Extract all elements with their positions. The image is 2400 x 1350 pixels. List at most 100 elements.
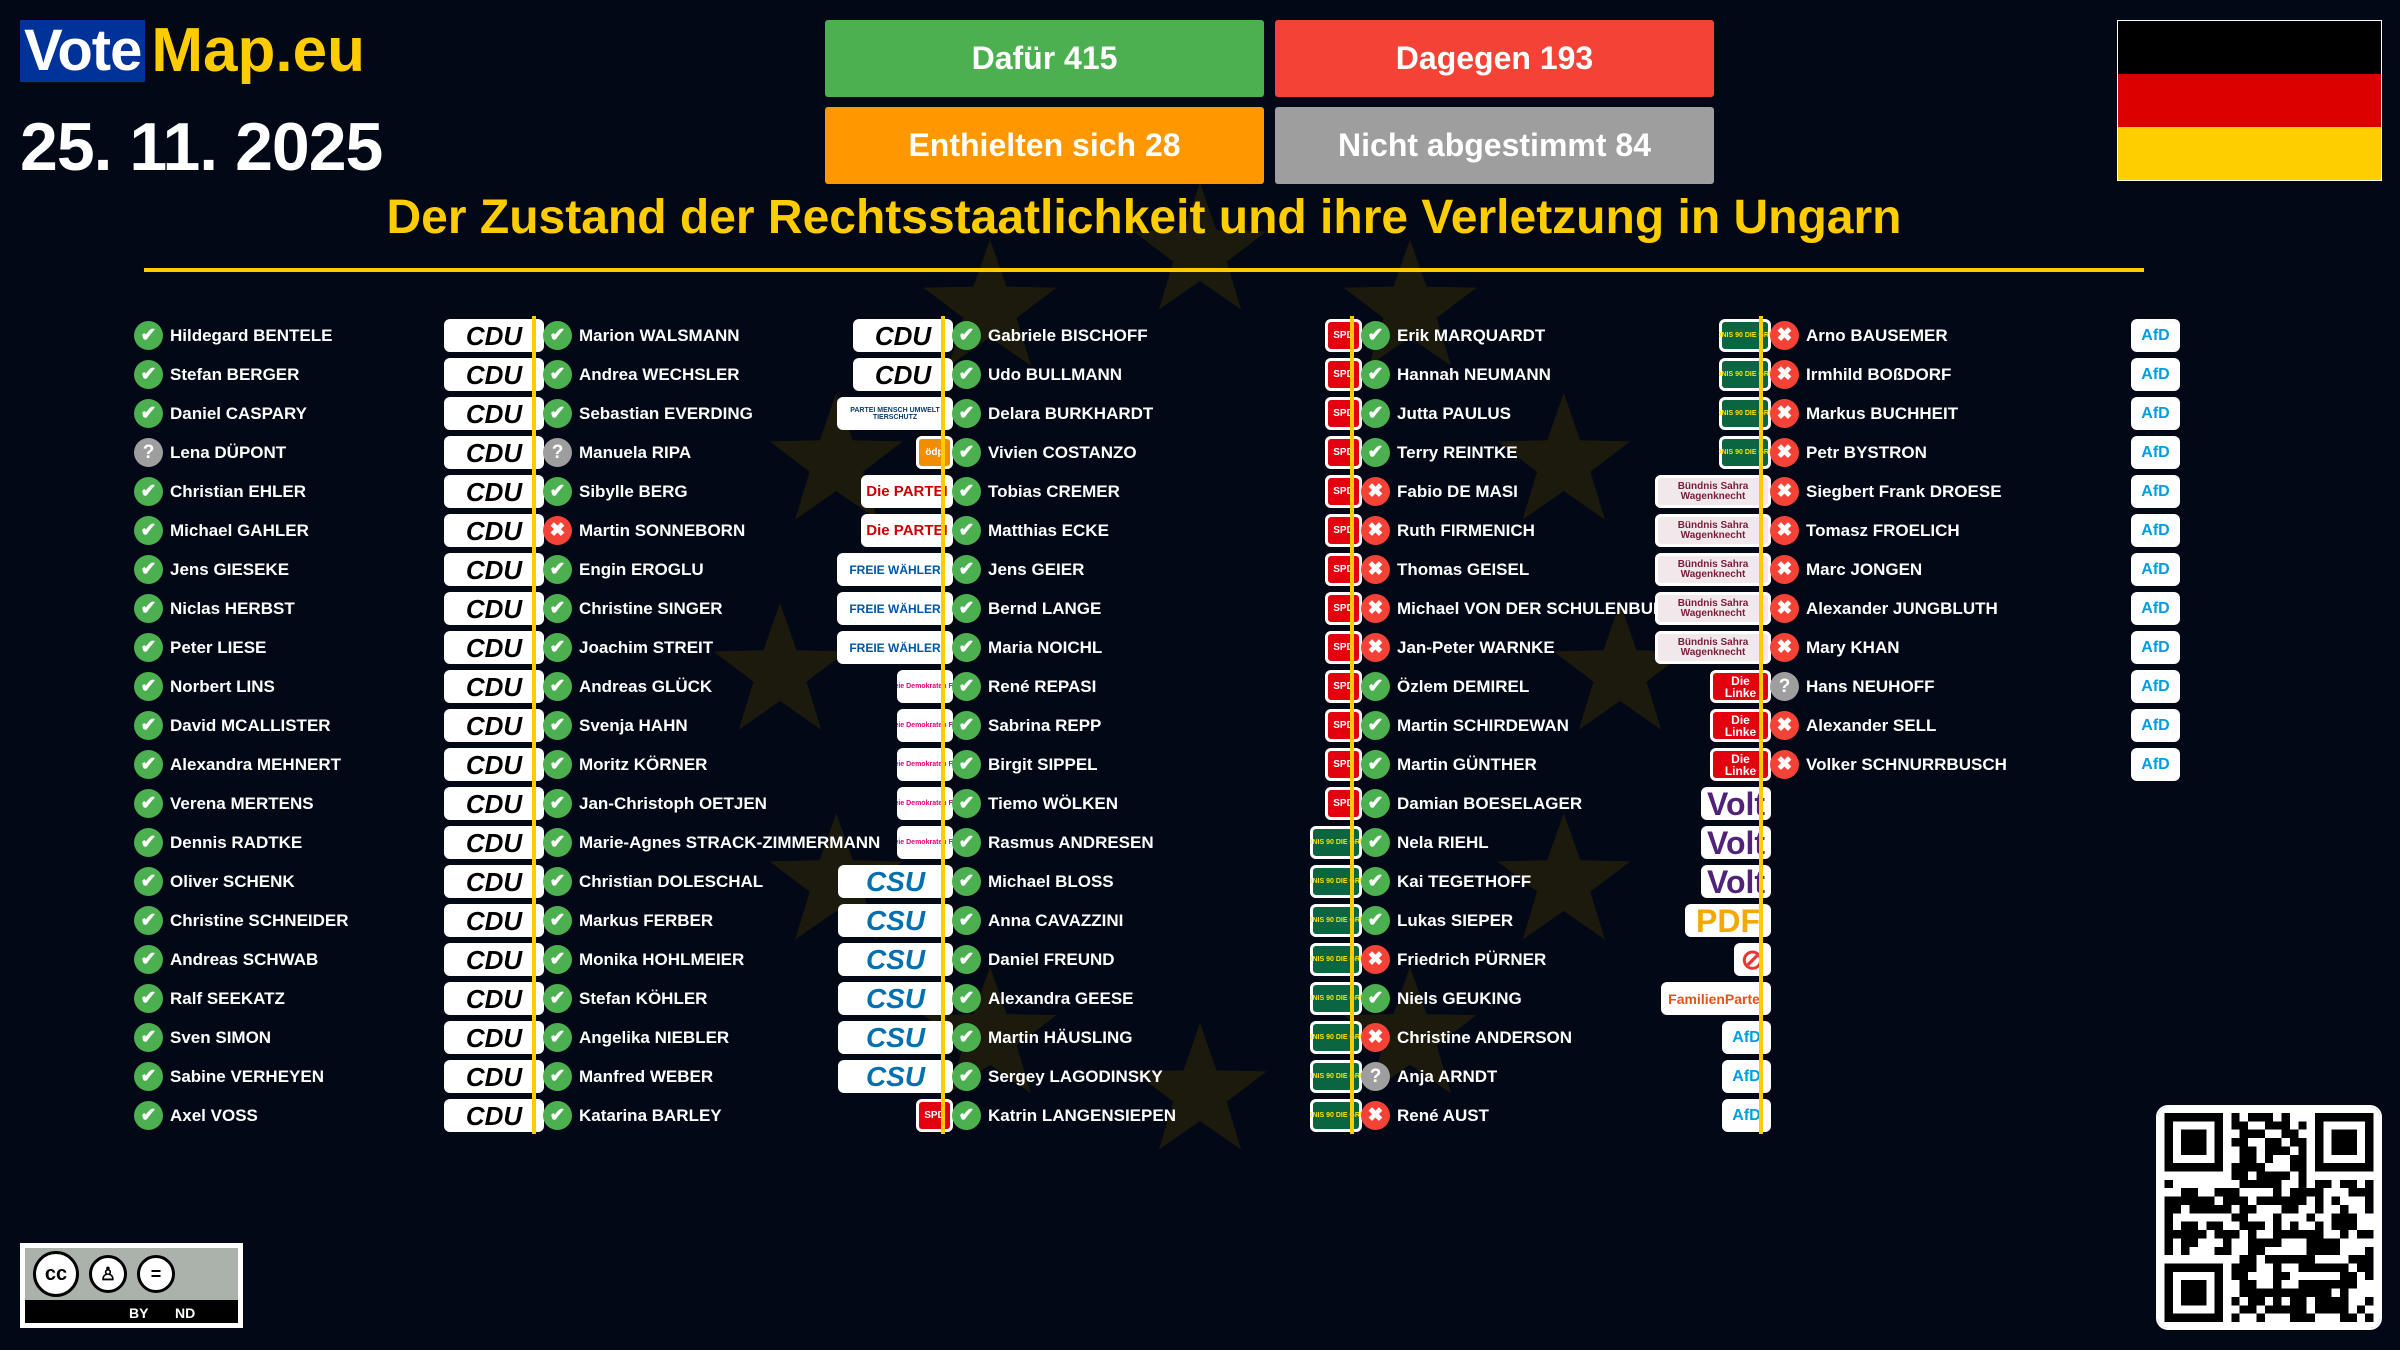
member-row[interactable]: ✔ Katarina BARLEY SPD bbox=[543, 1096, 953, 1135]
member-row[interactable]: ✔ Sergey LAGODINSKY BÜNDNIS 90 DIE GRÜNEN bbox=[952, 1057, 1362, 1096]
tally-against[interactable]: Dagegen 193 bbox=[1275, 20, 1714, 97]
member-row[interactable]: ✔ Daniel CASPARY CDU bbox=[134, 394, 544, 433]
member-row[interactable]: ✔ Birgit SIPPEL SPD bbox=[952, 745, 1362, 784]
member-row[interactable]: ✔ Daniel FREUND BÜNDNIS 90 DIE GRÜNEN bbox=[952, 940, 1362, 979]
member-row[interactable]: ✔ Andrea WECHSLER CDU bbox=[543, 355, 953, 394]
member-row[interactable]: ✔ Kai TEGETHOFF Volt bbox=[1361, 862, 1771, 901]
member-row[interactable]: ✔ Maria NOICHL SPD bbox=[952, 628, 1362, 667]
member-row[interactable]: ✖ Tomasz FROELICH AfD bbox=[1770, 511, 2180, 550]
member-row[interactable]: ✔ Tobias CREMER SPD bbox=[952, 472, 1362, 511]
member-row[interactable]: ✔ Delara BURKHARDT SPD bbox=[952, 394, 1362, 433]
member-row[interactable]: ✖ Siegbert Frank DROESE AfD bbox=[1770, 472, 2180, 511]
member-row[interactable]: ✔ Jens GIESEKE CDU bbox=[134, 550, 544, 589]
member-row[interactable]: ✖ Alexander SELL AfD bbox=[1770, 706, 2180, 745]
member-row[interactable]: ? Manuela RIPA ödp bbox=[543, 433, 953, 472]
member-row[interactable]: ✖ Fabio DE MASI Bündnis Sahra Wagenknecht bbox=[1361, 472, 1771, 511]
member-row[interactable]: ✔ Markus FERBER CSU bbox=[543, 901, 953, 940]
member-row[interactable]: ? Hans NEUHOFF AfD bbox=[1770, 667, 2180, 706]
member-row[interactable]: ✖ Arno BAUSEMER AfD bbox=[1770, 316, 2180, 355]
member-row[interactable]: ✖ Friedrich PÜRNER ⊘ bbox=[1361, 940, 1771, 979]
member-row[interactable]: ✔ Alexandra MEHNERT CDU bbox=[134, 745, 544, 784]
member-row[interactable]: ✔ Joachim STREIT FREIE WÄHLER bbox=[543, 628, 953, 667]
member-row[interactable]: ✔ Peter LIESE CDU bbox=[134, 628, 544, 667]
member-row[interactable]: ✖ Irmhild BOßDORF AfD bbox=[1770, 355, 2180, 394]
member-row[interactable]: ✖ Christine ANDERSON AfD bbox=[1361, 1018, 1771, 1057]
member-row[interactable]: ✔ Nela RIEHL Volt bbox=[1361, 823, 1771, 862]
member-row[interactable]: ✔ Matthias ECKE SPD bbox=[952, 511, 1362, 550]
member-row[interactable]: ✔ Terry REINTKE BÜNDNIS 90 DIE GRÜNEN bbox=[1361, 433, 1771, 472]
member-row[interactable]: ✔ Bernd LANGE SPD bbox=[952, 589, 1362, 628]
member-row[interactable]: ✔ Anna CAVAZZINI BÜNDNIS 90 DIE GRÜNEN bbox=[952, 901, 1362, 940]
member-row[interactable]: ✔ Ralf SEEKATZ CDU bbox=[134, 979, 544, 1018]
member-row[interactable]: ✔ Hannah NEUMANN BÜNDNIS 90 DIE GRÜNEN bbox=[1361, 355, 1771, 394]
member-row[interactable]: ✔ Gabriele BISCHOFF SPD bbox=[952, 316, 1362, 355]
member-row[interactable]: ✖ Marc JONGEN AfD bbox=[1770, 550, 2180, 589]
member-row[interactable]: ✔ Martin HÄUSLING BÜNDNIS 90 DIE GRÜNEN bbox=[952, 1018, 1362, 1057]
member-row[interactable]: ✔ Christian DOLESCHAL CSU bbox=[543, 862, 953, 901]
member-row[interactable]: ✔ Andreas SCHWAB CDU bbox=[134, 940, 544, 979]
member-row[interactable]: ✔ Engin EROGLU FREIE WÄHLER bbox=[543, 550, 953, 589]
cc-license-badge[interactable]: cc ♙ = BY ND bbox=[20, 1243, 243, 1328]
member-row[interactable]: ✔ Michael GAHLER CDU bbox=[134, 511, 544, 550]
member-row[interactable]: ✔Moritz KÖRNERFreie Demokraten FDP bbox=[543, 745, 953, 784]
tally-abstain[interactable]: Enthielten sich 28 bbox=[825, 107, 1264, 184]
member-row[interactable]: ✔ Monika HOHLMEIER CSU bbox=[543, 940, 953, 979]
member-row[interactable]: ✖ Michael VON DER SCHULENBURG Bündnis Sahr… bbox=[1361, 589, 1771, 628]
member-row[interactable]: ✔ Stefan BERGER CDU bbox=[134, 355, 544, 394]
member-row[interactable]: ✔ Özlem DEMIREL Die Linke bbox=[1361, 667, 1771, 706]
member-row[interactable]: ✔ Martin GÜNTHER Die Linke bbox=[1361, 745, 1771, 784]
tally-for[interactable]: Dafür 415 bbox=[825, 20, 1264, 97]
tally-absent[interactable]: Nicht abgestimmt 84 bbox=[1275, 107, 1714, 184]
qr-code[interactable] bbox=[2156, 1105, 2382, 1330]
member-row[interactable]: ✔ Christine SINGER FREIE WÄHLER bbox=[543, 589, 953, 628]
member-row[interactable]: ✔ Christian EHLER CDU bbox=[134, 472, 544, 511]
member-row[interactable]: ✔Jan-Christoph OETJENFreie Demokraten FD… bbox=[543, 784, 953, 823]
member-row[interactable]: ✔ Sabrina REPP SPD bbox=[952, 706, 1362, 745]
member-row[interactable]: ✔ Alexandra GEESE BÜNDNIS 90 DIE GRÜNEN bbox=[952, 979, 1362, 1018]
member-row[interactable]: ✔ Oliver SCHENK CDU bbox=[134, 862, 544, 901]
member-row[interactable]: ✔ Marion WALSMANN CDU bbox=[543, 316, 953, 355]
member-row[interactable]: ✖ Markus BUCHHEIT AfD bbox=[1770, 394, 2180, 433]
member-row[interactable]: ✔ Stefan KÖHLER CSU bbox=[543, 979, 953, 1018]
member-row[interactable]: ✖ Volker SCHNURRBUSCH AfD bbox=[1770, 745, 2180, 784]
member-row[interactable]: ✔ Udo BULLMANN SPD bbox=[952, 355, 1362, 394]
member-row[interactable]: ✖ Thomas GEISEL Bündnis Sahra Wagenknecht bbox=[1361, 550, 1771, 589]
member-row[interactable]: ✔ Angelika NIEBLER CSU bbox=[543, 1018, 953, 1057]
member-row[interactable]: ✔ Sabine VERHEYEN CDU bbox=[134, 1057, 544, 1096]
member-row[interactable]: ✖ Alexander JUNGBLUTH AfD bbox=[1770, 589, 2180, 628]
member-row[interactable]: ✔ Sebastian EVERDING PARTEI MENSCH UMWELT … bbox=[543, 394, 953, 433]
member-row[interactable]: ✔ Lukas SIEPER PDF bbox=[1361, 901, 1771, 940]
member-row[interactable]: ✔ Jens GEIER SPD bbox=[952, 550, 1362, 589]
member-row[interactable]: ✔ David MCALLISTER CDU bbox=[134, 706, 544, 745]
member-row[interactable]: ✖ Jan-Peter WARNKE Bündnis Sahra Wagenknec… bbox=[1361, 628, 1771, 667]
votemap-logo[interactable]: Vote Map.eu bbox=[20, 20, 365, 82]
member-row[interactable]: ✔ Damian BOESELAGER Volt bbox=[1361, 784, 1771, 823]
member-row[interactable]: ? Lena DÜPONT CDU bbox=[134, 433, 544, 472]
member-row[interactable]: ✔Andreas GLÜCKFreie Demokraten FDP bbox=[543, 667, 953, 706]
member-row[interactable]: ✔ Niclas HERBST CDU bbox=[134, 589, 544, 628]
member-row[interactable]: ✔ Martin SCHIRDEWAN Die Linke bbox=[1361, 706, 1771, 745]
member-row[interactable]: ✔ Verena MERTENS CDU bbox=[134, 784, 544, 823]
member-row[interactable]: ✔ Rasmus ANDRESEN BÜNDNIS 90 DIE GRÜNEN bbox=[952, 823, 1362, 862]
member-row[interactable]: ✔ Hildegard BENTELE CDU bbox=[134, 316, 544, 355]
member-row[interactable]: ✖ Mary KHAN AfD bbox=[1770, 628, 2180, 667]
member-row[interactable]: ✔ Manfred WEBER CSU bbox=[543, 1057, 953, 1096]
member-row[interactable]: ✔Marie-Agnes STRACK-ZIMMERMANNFreie Demo… bbox=[543, 823, 953, 862]
member-row[interactable]: ✔ Tiemo WÖLKEN SPD bbox=[952, 784, 1362, 823]
member-row[interactable]: ✔ Norbert LINS CDU bbox=[134, 667, 544, 706]
member-row[interactable]: ✔ Vivien COSTANZO SPD bbox=[952, 433, 1362, 472]
member-row[interactable]: ✖ Martin SONNEBORN Die PARTEI bbox=[543, 511, 953, 550]
member-row[interactable]: ✔ Dennis RADTKE CDU bbox=[134, 823, 544, 862]
member-row[interactable]: ✔ Jutta PAULUS BÜNDNIS 90 DIE GRÜNEN bbox=[1361, 394, 1771, 433]
member-row[interactable]: ✔ Axel VOSS CDU bbox=[134, 1096, 544, 1135]
member-row[interactable]: ✔ Sibylle BERG Die PARTEI bbox=[543, 472, 953, 511]
member-row[interactable]: ✔ René REPASI SPD bbox=[952, 667, 1362, 706]
member-row[interactable]: ✖ René AUST AfD bbox=[1361, 1096, 1771, 1135]
member-row[interactable]: ✖ Petr BYSTRON AfD bbox=[1770, 433, 2180, 472]
member-row[interactable]: ✔Svenja HAHNFreie Demokraten FDP bbox=[543, 706, 953, 745]
member-row[interactable]: ✔ Erik MARQUARDT BÜNDNIS 90 DIE GRÜNEN bbox=[1361, 316, 1771, 355]
member-row[interactable]: ✔ Niels GEUKING FamilienPartei bbox=[1361, 979, 1771, 1018]
member-row[interactable]: ✔ Katrin LANGENSIEPEN BÜNDNIS 90 DIE GRÜNE… bbox=[952, 1096, 1362, 1135]
member-row[interactable]: ✔ Christine SCHNEIDER CDU bbox=[134, 901, 544, 940]
member-row[interactable]: ? Anja ARNDT AfD bbox=[1361, 1057, 1771, 1096]
